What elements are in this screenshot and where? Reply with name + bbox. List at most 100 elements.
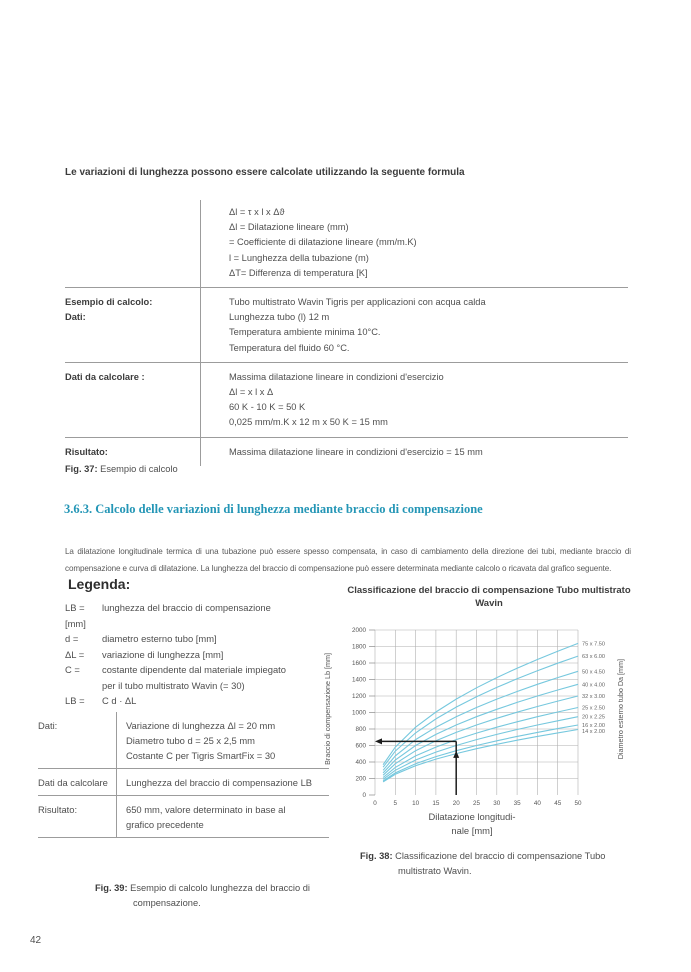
dati-row-label: Risultato: [38,804,78,815]
series-label: 20 x 2.25 [582,715,605,721]
body-paragraph: La dilatazione longitudinale termica di … [65,547,631,573]
page-number: 42 [30,935,42,946]
legend-list: LB = lunghezza del braccio di compensazio… [65,600,330,709]
legend-text: lunghezza del braccio di compensazione [102,602,271,613]
calc-row: Esempio di calcolo: Dati: Tubo multistrato… [65,287,628,362]
chart-xlabel: Dilatazione longitudi- nale [mm] [428,811,516,836]
y-tick-label: 800 [355,726,366,733]
legend-item: [mm] [65,616,330,632]
legend-item: C = costante dipendente dal materiale imp… [65,662,330,678]
legend-item: LB = C d · ΔL [65,693,330,709]
calc-row-label: Risultato: [65,438,200,466]
dati-row-content: Lunghezza del braccio di compensazione L… [116,769,329,795]
calc-row-label [65,200,200,287]
y-tick-label: 400 [355,759,366,766]
dati-content-line: Lunghezza del braccio di compensazione L… [126,777,313,788]
dati-content-line: 650 mm, valore determinato in base al [126,804,286,815]
fig37-caption: Fig. 37: Esempio di calcolo [65,464,178,474]
chart-title: Classificazione del braccio di compensaz… [338,584,640,610]
dati-content-line: Variazione di lunghezza Δl = 20 mm [126,720,276,731]
legend-item: ΔL = variazione di lunghezza [mm] [65,647,330,663]
calc-content-line: Δl = τ x l x Δϑ [229,207,285,217]
series-curve [382,724,579,782]
x-tick-label: 45 [554,800,562,807]
calc-label-line: Dati da calcolare : [65,371,145,382]
y-tick-label: 1200 [352,693,367,700]
dati-row-label: Dati: [38,720,58,731]
series-label: 50 x 4.50 [582,669,605,675]
y-tick-label: 0 [362,792,366,799]
calc-label-line: Esempio di calcolo: [65,297,153,308]
dati-row-label: Dati da calcolare [38,777,108,788]
section-heading: 3.6.3. Calcolo delle variazioni di lungh… [64,502,483,516]
legend-item: per il tubo multistrato Wavin (= 30) [65,678,330,694]
calc-row-content: Δl = τ x l x Δϑ Δl = Dilatazione lineare … [200,200,628,288]
fig39-label: Fig. 39: [95,883,128,893]
legend-text: diametro esterno tubo [mm] [102,633,217,644]
series-curve [382,728,579,783]
x-tick-label: 10 [412,800,420,807]
calc-row-label: Dati da calcolare : [65,363,200,437]
dati-row-content: Variazione di lunghezza Δl = 20 mm Diamet… [116,712,329,768]
series-curve [382,642,579,766]
fig39-text-line2: compensazione. [133,898,201,908]
calc-content-line: Temperatura del fluido 60 °C. [229,342,350,353]
calc-label-line: Dati: [65,312,86,323]
chart-title-line1: Classificazione del braccio di compensaz… [347,585,631,596]
y-tick-label: 2000 [352,627,367,634]
chart-title-line2: Wavin [475,598,503,609]
dati-row: Risultato: 650 mm, valore determinato in … [38,796,329,838]
legend-title: Legenda: [68,576,131,592]
calc-example-table: Δl = τ x l x Δϑ Δl = Dilatazione lineare … [65,200,628,466]
calc-content-line: Δl = x l x Δ [229,387,274,398]
calc-row-label: Esempio di calcolo: Dati: [65,288,200,362]
y-tick-label: 1600 [352,660,367,667]
calc-content-line: = Coefficiente di dilatazione lineare (m… [229,237,417,248]
y-tick-label: 1800 [352,644,367,651]
legend-text [102,616,330,632]
series-curve [382,706,579,778]
series-label: 40 x 4.00 [582,682,605,688]
legend-symbol: d = [65,633,79,644]
legend-text: per il tubo multistrato Wavin (= 30) [102,679,245,691]
calc-content-line: Lunghezza tubo (l) 12 m [229,312,330,323]
fig38-text: Classificazione del braccio di compensaz… [395,851,606,861]
fig38-text-line2: multistrato Wavin. [398,866,472,876]
calc-content-line: Temperatura ambiente minima 10°C. [229,327,381,338]
calc-content-line: 60 K - 10 K = 50 K [229,402,306,413]
calc-label-line: Risultato: [65,446,108,457]
x-tick-label: 5 [394,800,398,807]
intro-heading: Le variazioni di lunghezza possono esser… [65,167,465,178]
legend-symbol: C = [65,664,80,675]
calc-content-line: Massima dilatazione lineare in condizion… [229,371,444,382]
calc-row-content: Tubo multistrato Wavin Tigris per applic… [200,288,628,362]
series-label: 14 x 2.00 [582,729,605,735]
calc-content-line: Δl = Dilatazione lineare (mm) [229,222,349,233]
series-label: 16 x 2.00 [582,723,605,729]
fig39-text: Esempio di calcolo lunghezza del braccio… [130,883,310,893]
legend-item: d = diametro esterno tubo [mm] [65,631,330,647]
dati-content-line: grafico precedente [126,819,204,830]
y-tick-label: 1000 [352,710,367,717]
legend-text: variazione di lunghezza [mm] [102,648,224,660]
dati-row: Dati: Variazione di lunghezza Δl = 20 mm D… [38,712,329,769]
dati-row-content: 650 mm, valore determinato in base al gr… [116,796,329,837]
calc-content-line: Massima dilatazione lineare in condizion… [229,446,483,457]
series-label: 75 x 7.50 [582,641,605,647]
series-curve [382,655,579,768]
x-tick-label: 35 [514,800,522,807]
series-curve [382,695,579,776]
dati-content-line: Costante C per Tigris SmartFix = 30 [126,750,276,761]
legend-symbol [65,678,102,694]
x-tick-label: 25 [473,800,481,807]
calc-row-content: Massima dilatazione lineare in condizion… [200,362,628,437]
series-label: 32 x 3.00 [582,694,605,700]
dati-table: Dati: Variazione di lunghezza Δl = 20 mm D… [38,712,329,838]
chart-ylabel-left: Braccio di compensazione Lb [mm] [323,653,332,765]
x-tick-label: 50 [574,800,582,807]
arrowhead-up [453,750,460,758]
dati-content-line: Diametro tubo d = 25 x 2,5 mm [126,735,255,746]
x-tick-label: 0 [373,800,377,807]
legend-text: C d · ΔL [102,695,137,706]
fig37-text: Esempio di calcolo [100,464,178,474]
